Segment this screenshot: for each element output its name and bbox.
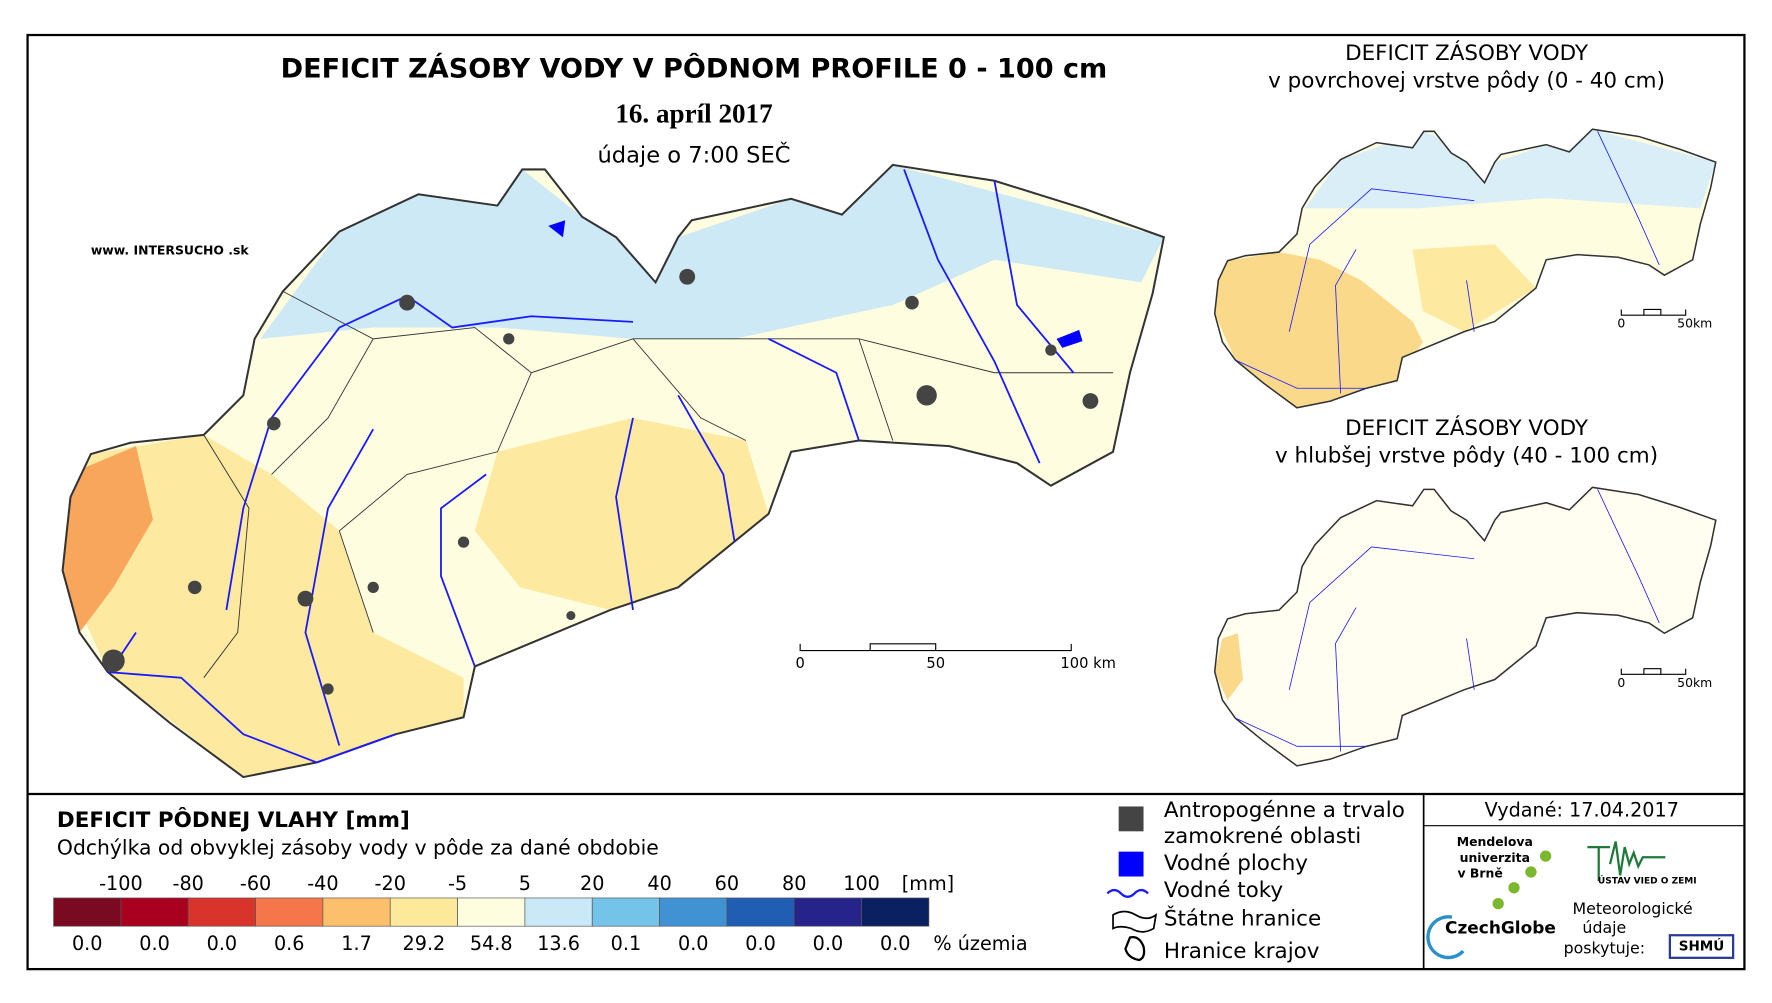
- inset-subtitle: v hlubšej vrstve pôdy (40 - 100 cm): [1275, 443, 1658, 468]
- scale-label: 50km: [1677, 675, 1712, 690]
- legend-percent: 0.6: [274, 932, 305, 955]
- top-inset-map: [1213, 128, 1717, 409]
- legend-boundary: -5: [448, 872, 467, 895]
- legend-boundary: 5: [519, 872, 531, 895]
- legend-boundary: -20: [375, 872, 406, 895]
- legend-boundary: 80: [782, 872, 806, 895]
- legend-percent: 1.7: [341, 932, 372, 955]
- logo-text: SHMÚ: [1679, 937, 1725, 955]
- inset-scale-bar: [1620, 308, 1687, 316]
- scale-label: 0: [795, 655, 804, 672]
- legend-percent: 0.0: [745, 932, 776, 955]
- logo-graph: [1587, 841, 1666, 882]
- legend-swatch: [1118, 851, 1144, 877]
- legend-boundary: 40: [647, 872, 671, 895]
- legend-boundary: -60: [240, 872, 271, 895]
- legend-cell: [861, 897, 930, 927]
- legend-cell: [322, 897, 391, 927]
- meteo-text: Meteorologické: [1573, 899, 1693, 918]
- scale-label: 0: [1617, 316, 1625, 331]
- legend-title: DEFICIT PÔDNEJ VLAHY [mm]: [57, 807, 410, 833]
- map-legend-label: Antropogénne a trvalo: [1164, 798, 1405, 823]
- legend-border-icon: [1112, 910, 1158, 933]
- logo-text: ÚSTAV VIED O ZEMI: [1598, 875, 1697, 887]
- legend-line: [1106, 888, 1149, 898]
- legend-subtitle: Odchýlka od obvyklej zásoby vody v pôde …: [57, 835, 659, 859]
- legend-swatch: [1118, 806, 1144, 832]
- legend-cell: [726, 897, 795, 927]
- legend-cell: [659, 897, 728, 927]
- legend-percent: 0.0: [207, 932, 238, 955]
- logo-dots: [1492, 850, 1552, 910]
- map-legend-label: Vodné plochy: [1164, 851, 1308, 876]
- legend-percent: 0.0: [72, 932, 103, 955]
- legend-percent-unit: % územia: [933, 932, 1027, 955]
- legend-boundary: 60: [715, 872, 739, 895]
- inset-title: DEFICIT ZÁSOBY VODY: [1345, 40, 1589, 66]
- legend-boundary: 100: [843, 872, 880, 895]
- map-date: 16. apríl 2017: [615, 99, 772, 129]
- legend-cell: [255, 897, 324, 927]
- inset-title: DEFICIT ZÁSOBY VODY: [1345, 415, 1589, 441]
- legend-cell: [120, 897, 189, 927]
- time-note: údaje o 7:00 SEČ: [597, 140, 790, 168]
- legend-cell: [389, 897, 458, 927]
- scale-label: 0: [1617, 675, 1625, 690]
- website: www. INTERSUCHO .sk: [91, 242, 250, 257]
- map-legend-label: Hranice krajov: [1164, 939, 1320, 964]
- legend-percent: 0.0: [678, 932, 709, 955]
- legend-boundary: -80: [173, 872, 204, 895]
- legend-cell: [793, 897, 862, 927]
- bottom-inset-map: [1213, 486, 1717, 767]
- legend-cell: [524, 897, 593, 927]
- logo-text: CzechGlobe: [1445, 917, 1556, 937]
- legend-percent: 13.6: [537, 932, 580, 955]
- legend-boundary: -40: [307, 872, 338, 895]
- logo-arc: [1426, 915, 1465, 960]
- legend-percent: 0.0: [880, 932, 911, 955]
- legend-region-icon: [1124, 936, 1146, 962]
- shmu-logo: [1668, 934, 1735, 959]
- legend-boundary: -100: [99, 872, 143, 895]
- legend-unit: [mm]: [902, 872, 954, 895]
- map-legend-label: Štátne hranice: [1164, 905, 1321, 931]
- meteo-text: poskytuje:: [1564, 938, 1646, 957]
- legend-cell: [53, 897, 122, 927]
- legend-cell: [457, 897, 526, 927]
- legend-percent: 0.0: [813, 932, 844, 955]
- logo-text: Mendelova: [1457, 834, 1533, 849]
- logo-text: univerzita: [1460, 850, 1530, 865]
- map-title: DEFICIT ZÁSOBY VODY V PÔDNOM PROFILE 0 -…: [281, 53, 1108, 85]
- scale-label: 100 km: [1060, 655, 1115, 672]
- logo-text: v Brně: [1458, 866, 1503, 881]
- legend-cell: [591, 897, 660, 927]
- issued: Vydané: 17.04.2017: [1485, 798, 1679, 821]
- meteo-text: údaje: [1582, 918, 1626, 937]
- map-legend-label: Vodné toky: [1164, 878, 1284, 903]
- scale-label: 50km: [1677, 316, 1712, 331]
- main-map: [61, 163, 1165, 779]
- legend-percent: 54.8: [470, 932, 513, 955]
- scale-label: 50: [926, 655, 945, 672]
- main-scale-bar: [799, 643, 1072, 652]
- legend-percent: 29.2: [403, 932, 446, 955]
- legend-boundary: 20: [580, 872, 604, 895]
- legend-percent: 0.0: [139, 932, 170, 955]
- legend-cell: [187, 897, 256, 927]
- legend-percent: 0.1: [611, 932, 642, 955]
- inset-subtitle: v povrchovej vrstve pôdy (0 - 40 cm): [1268, 68, 1665, 93]
- inset-scale-bar: [1620, 668, 1687, 675]
- map-legend-label: zamokrené oblasti: [1164, 824, 1361, 849]
